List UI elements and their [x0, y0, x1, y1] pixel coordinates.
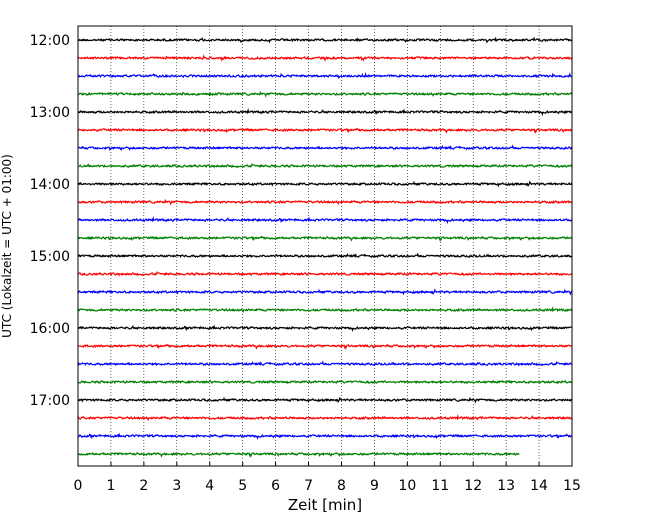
- trace-row-9: [77, 198, 573, 206]
- y-tick-label: 12:00: [30, 33, 70, 49]
- x-tick-label: 10: [398, 478, 416, 494]
- trace-row-14: [77, 288, 573, 296]
- x-grid: [110, 26, 540, 466]
- y-tick-label: 16:00: [30, 321, 70, 337]
- trace-row-21: [77, 413, 573, 422]
- x-tick-label: 13: [497, 478, 515, 494]
- y-tick-label: 13:00: [30, 105, 70, 121]
- trace-row-18: [77, 360, 573, 367]
- x-tick-label: 8: [337, 478, 346, 494]
- y-axis-label: UTC (Lokalzeit = UTC + 01:00): [0, 154, 14, 338]
- x-tick-label: 7: [304, 478, 313, 494]
- x-axis-label: Zeit [min]: [288, 496, 362, 514]
- trace-row-7: [77, 162, 573, 169]
- trace-row-17: [77, 343, 573, 350]
- trace-row-23: [77, 451, 520, 458]
- x-tick-label: 1: [106, 478, 115, 494]
- x-tick-label: 12: [464, 478, 482, 494]
- trace-row-12: [77, 252, 573, 259]
- x-tick-label: 4: [205, 478, 214, 494]
- trace-row-4: [77, 107, 573, 117]
- x-axis: 0 1 2 3 4 5 6 7 8 9 10 11 12 13 14 15: [74, 462, 581, 494]
- trace-row-11: [77, 235, 573, 243]
- trace-row-5: [77, 127, 573, 134]
- x-tick-label: 6: [271, 478, 280, 494]
- trace-row-16: [77, 324, 573, 333]
- trace-rows: [77, 36, 573, 458]
- y-tick-label: 17:00: [30, 393, 70, 409]
- x-tick-label: 3: [172, 478, 181, 494]
- trace-row-19: [77, 379, 573, 385]
- trace-row-13: [77, 270, 573, 277]
- x-tick-label: 9: [370, 478, 379, 494]
- trace-row-15: [77, 305, 573, 314]
- plot-frame: [77, 25, 573, 467]
- trace-row-6: [77, 144, 573, 151]
- x-tick-label: 14: [530, 478, 548, 494]
- trace-row-8: [77, 180, 573, 188]
- y-axis: 12:00 13:00 14:00 15:00 16:00 17:00: [30, 33, 82, 409]
- trace-row-1: [77, 54, 573, 63]
- x-tick-label: 5: [238, 478, 247, 494]
- trace-row-2: [77, 71, 573, 80]
- plot-background: [78, 26, 572, 466]
- trace-row-22: [77, 432, 573, 441]
- trace-row-0: [77, 36, 573, 44]
- x-tick-label: 2: [139, 478, 148, 494]
- trace-row-10: [77, 215, 573, 225]
- y-tick-label: 14:00: [30, 177, 70, 193]
- trace-row-20: [77, 396, 573, 404]
- x-tick-label: 0: [74, 478, 83, 494]
- trace-row-3: [77, 90, 573, 98]
- x-tick-label: 15: [563, 478, 581, 494]
- y-tick-label: 15:00: [30, 249, 70, 265]
- x-tick-label: 11: [431, 478, 449, 494]
